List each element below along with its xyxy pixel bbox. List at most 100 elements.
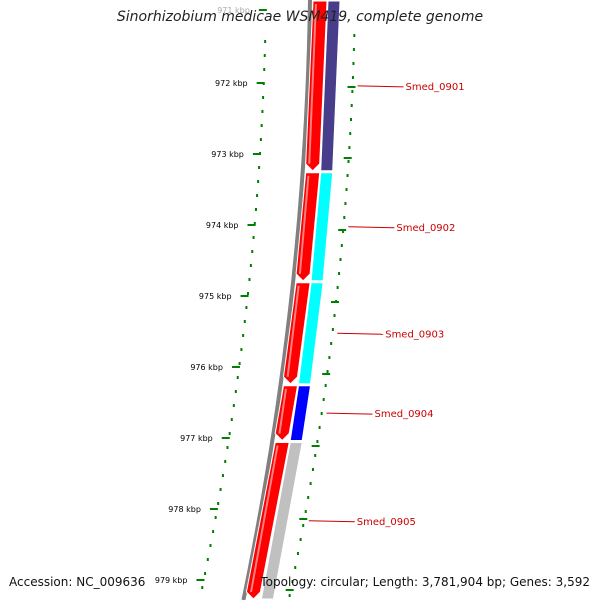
gc-dot-right <box>353 34 356 37</box>
gene-leader-line <box>326 412 373 415</box>
gc-dot-left <box>240 348 243 351</box>
gc-dot-left <box>206 558 209 561</box>
gene-block-highlight <box>308 3 317 164</box>
ruler-label: 975 kbp <box>199 292 232 301</box>
ruler-label: 972 kbp <box>215 79 248 88</box>
gc-dot-left <box>261 110 264 113</box>
ruler-tick <box>240 295 249 297</box>
gc-dot-right <box>347 160 350 163</box>
gc-dot-right <box>324 384 327 387</box>
gc-dot-left <box>264 40 267 43</box>
gc-dot-right <box>314 454 317 457</box>
gc-dot-left <box>254 208 257 211</box>
gc-dot-left <box>248 278 251 281</box>
gc-dot-left <box>232 404 235 407</box>
gc-dot-right <box>316 440 319 443</box>
gc-dot-left <box>209 544 212 547</box>
gc-dot-right <box>309 482 312 485</box>
accession-text: Accession: NC_009636 <box>9 575 146 589</box>
gene-block-highlight <box>286 285 300 377</box>
gc-content-track <box>201 34 356 597</box>
gc-dot-left <box>260 124 263 127</box>
gene-block-highlight <box>278 388 287 434</box>
gc-dot-left <box>263 54 266 57</box>
ruler-tick <box>221 437 230 439</box>
gene-label[interactable]: Smed_0904 <box>374 409 433 420</box>
gc-dot-left <box>251 250 254 253</box>
gc-dot-left <box>246 292 249 295</box>
gc-dot-left <box>212 530 215 533</box>
gene-label[interactable]: Smed_0902 <box>396 223 455 234</box>
ruler-label: 977 kbp <box>180 434 213 443</box>
ruler-tick <box>209 508 218 510</box>
gc-dot-left <box>262 96 265 99</box>
gene-leader-line <box>348 226 395 229</box>
gc-dot-left <box>258 166 261 169</box>
gc-dot-right <box>318 426 321 429</box>
gc-dot-right <box>346 174 349 177</box>
gc-tick <box>322 373 331 375</box>
gc-dot-left <box>214 516 217 519</box>
gene-label[interactable]: Smed_0905 <box>357 517 416 528</box>
gc-dot-left <box>219 488 222 491</box>
gc-dot-left <box>253 222 256 225</box>
gc-dot-right <box>340 244 343 247</box>
gc-dot-left <box>234 390 237 393</box>
gene-block-track[interactable] <box>260 442 303 600</box>
gc-dot-right <box>350 118 353 121</box>
gc-dot-right <box>339 258 342 261</box>
gc-tick <box>347 86 356 88</box>
gc-tick <box>285 589 294 591</box>
gc-dot-right <box>322 398 325 401</box>
gc-dot-right <box>331 328 334 331</box>
gc-dot-left <box>243 320 246 323</box>
gc-dot-right <box>294 566 297 569</box>
gc-dot-right <box>288 594 291 597</box>
gc-tick <box>330 301 339 303</box>
gc-dot-right <box>338 272 341 275</box>
gc-dot-right <box>352 62 355 65</box>
gc-dot-right <box>342 230 345 233</box>
gene-leader-line <box>357 85 404 88</box>
gc-dot-left <box>230 418 233 421</box>
ruler-label: 979 kbp <box>155 576 188 585</box>
gc-dot-right <box>328 356 331 359</box>
ruler-label: 971 kbp <box>217 6 250 15</box>
gc-dot-left <box>259 138 262 141</box>
gene-block-track[interactable] <box>320 0 341 172</box>
gc-dot-right <box>326 370 329 373</box>
ruler-tick <box>196 579 205 581</box>
ruler-label: 978 kbp <box>168 505 201 514</box>
gc-dot-left <box>263 68 266 71</box>
gene-leader-line <box>308 520 355 523</box>
gc-dot-left <box>257 180 260 183</box>
gene-block-track[interactable] <box>289 385 312 441</box>
map-title: Sinorhizobium medicae WSM419, complete g… <box>116 9 484 25</box>
gc-dot-left <box>224 460 227 463</box>
gc-dot-right <box>291 580 294 583</box>
gc-dot-left <box>236 376 239 379</box>
ruler-tick <box>247 224 256 226</box>
gc-dot-right <box>299 538 302 541</box>
ruler-tick <box>258 9 267 11</box>
gc-dot-left <box>221 474 224 477</box>
gc-dot-right <box>352 48 355 51</box>
gene-label[interactable]: Smed_0901 <box>406 82 465 93</box>
gc-dot-right <box>343 216 346 219</box>
gc-dot-right <box>351 90 354 93</box>
gc-dot-right <box>350 104 353 107</box>
gc-dot-right <box>344 202 347 205</box>
gene-label[interactable]: Smed_0903 <box>385 329 444 340</box>
gc-dot-right <box>330 342 333 345</box>
gene-labels: Smed_0901 Smed_0902 Smed_0903 Smed_0904 Smed… <box>308 82 465 528</box>
ruler-tick <box>256 82 265 84</box>
backbone-line <box>241 0 312 600</box>
gene-block-track[interactable] <box>297 282 324 385</box>
gc-dot-right <box>349 132 352 135</box>
topology-text: Topology: circular; Length: 3,781,904 bp… <box>260 575 590 589</box>
gc-dot-right <box>304 510 307 513</box>
gc-dot-left <box>238 362 241 365</box>
gene-block-track[interactable] <box>310 172 334 282</box>
gc-dot-left <box>245 306 248 309</box>
